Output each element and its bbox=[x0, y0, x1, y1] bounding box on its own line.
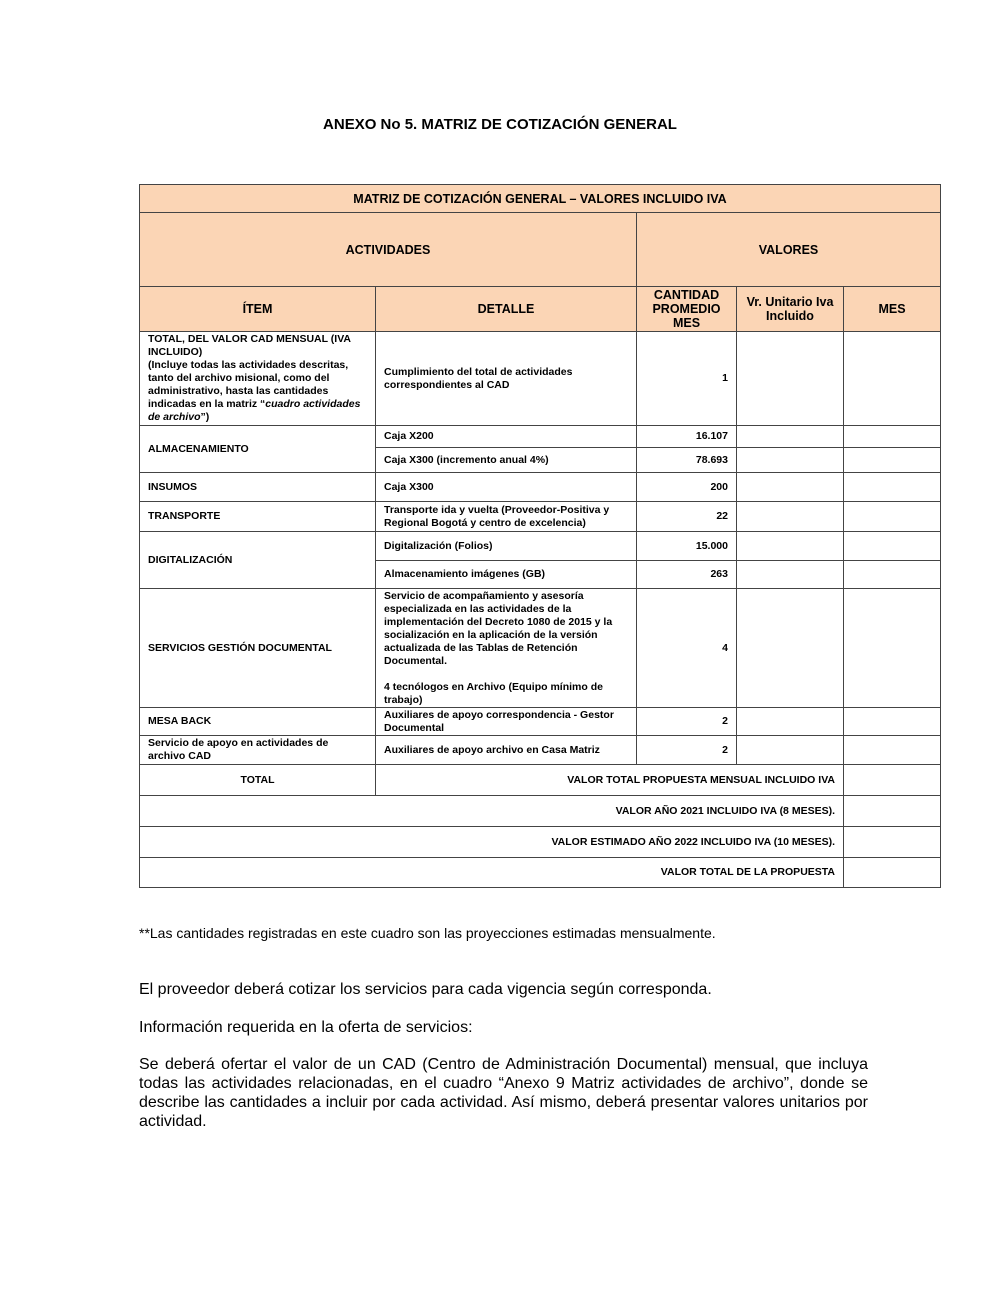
valor-2022-row: VALOR ESTIMADO AÑO 2022 INCLUIDO IVA (10… bbox=[139, 826, 941, 858]
item-cell: Servicio de apoyo en actividades de arch… bbox=[139, 735, 376, 765]
total-mensual-value bbox=[843, 764, 941, 796]
detalle-cell: Auxiliares de apoyo archivo en Casa Matr… bbox=[375, 735, 637, 765]
valor-total-row: VALOR TOTAL DE LA PROPUESTA bbox=[139, 857, 941, 888]
valor-2022-label: VALOR ESTIMADO AÑO 2022 INCLUIDO IVA (10… bbox=[139, 826, 844, 858]
mes-cell bbox=[843, 707, 941, 736]
detalle-cell: Caja X200 bbox=[375, 425, 637, 448]
table-caption: MATRIZ DE COTIZACIÓN GENERAL – VALORES I… bbox=[139, 184, 941, 213]
mes-cell bbox=[843, 501, 941, 532]
vr-unitario-cell bbox=[736, 447, 844, 473]
header-mes: MES bbox=[843, 286, 941, 332]
table-row: Servicio de apoyo en actividades de arch… bbox=[139, 735, 941, 765]
group-valores: VALORES bbox=[636, 212, 941, 287]
table-row: INSUMOS Caja X300 200 bbox=[139, 472, 941, 502]
total-label: TOTAL bbox=[139, 764, 376, 796]
total-row: TOTAL VALOR TOTAL PROPUESTA MENSUAL INCL… bbox=[139, 764, 941, 796]
vr-unitario-cell bbox=[736, 588, 844, 708]
vr-unitario-cell bbox=[736, 735, 844, 765]
vr-unitario-cell bbox=[736, 501, 844, 532]
item-cell: INSUMOS bbox=[139, 472, 376, 502]
cantidad-cell: 200 bbox=[636, 472, 737, 502]
valor-2021-label: VALOR AÑO 2021 INCLUIDO IVA (8 MESES). bbox=[139, 795, 844, 827]
paragraph: Se deberá ofertar el valor de un CAD (Ce… bbox=[139, 1056, 868, 1130]
valor-2021-row: VALOR AÑO 2021 INCLUIDO IVA (8 MESES). bbox=[139, 795, 941, 827]
mes-cell bbox=[843, 331, 941, 426]
detalle-cell: Cumplimiento del total de actividades co… bbox=[375, 331, 637, 426]
footnote: **Las cantidades registradas en este cua… bbox=[139, 925, 716, 941]
mes-cell bbox=[843, 472, 941, 502]
detalle-cell: Almacenamiento imágenes (GB) bbox=[375, 560, 637, 589]
detalle-cell: Servicio de acompañamiento y asesoría es… bbox=[375, 588, 637, 708]
vr-unitario-cell bbox=[736, 531, 844, 561]
mes-cell bbox=[843, 588, 941, 708]
header-item: ÍTEM bbox=[139, 286, 376, 332]
vr-unitario-cell bbox=[736, 331, 844, 426]
cantidad-cell: 263 bbox=[636, 560, 737, 589]
item-cell: SERVICIOS GESTIÓN DOCUMENTAL bbox=[139, 588, 376, 708]
table-row: Almacenamiento imágenes (GB) 263 bbox=[140, 560, 941, 589]
detalle-text: Servicio de acompañamiento y asesoría es… bbox=[384, 589, 613, 667]
detalle-cell: Digitalización (Folios) bbox=[375, 531, 637, 561]
item-cell: MESA BACK bbox=[139, 707, 376, 736]
valor-total-label: VALOR TOTAL DE LA PROPUESTA bbox=[139, 857, 844, 888]
cantidad-cell: 1 bbox=[636, 331, 737, 426]
cantidad-cell: 2 bbox=[636, 735, 737, 765]
item-cell: ALMACENAMIENTO bbox=[139, 425, 376, 473]
detalle-cell: Caja X300 (incremento anual 4%) bbox=[375, 447, 637, 473]
page-title: ANEXO No 5. MATRIZ DE COTIZACIÓN GENERAL bbox=[323, 116, 677, 133]
mes-cell bbox=[843, 447, 941, 473]
vr-unitario-cell bbox=[736, 425, 844, 448]
header-vr-unitario: Vr. Unitario Iva Incluido bbox=[736, 286, 844, 332]
mes-cell bbox=[843, 735, 941, 765]
item-cell: TRANSPORTE bbox=[139, 501, 376, 532]
table-row: ALMACENAMIENTO Caja X200 16.107 bbox=[139, 425, 941, 473]
table-row: SERVICIOS GESTIÓN DOCUMENTAL Servicio de… bbox=[139, 588, 941, 708]
mes-cell bbox=[843, 531, 941, 561]
paragraph: El proveedor deberá cotizar los servicio… bbox=[139, 981, 712, 998]
group-actividades: ACTIVIDADES bbox=[139, 212, 637, 287]
valor-total-value bbox=[843, 857, 941, 888]
detalle-cell: Auxiliares de apoyo correspondencia - Ge… bbox=[375, 707, 637, 736]
table-row: TOTAL, DEL VALOR CAD MENSUAL (IVA INCLUI… bbox=[139, 331, 941, 426]
vr-unitario-cell bbox=[736, 560, 844, 589]
valor-2022-value bbox=[843, 826, 941, 858]
item-italic: cuadro actividades de archivo bbox=[148, 398, 361, 423]
total-mensual-label: VALOR TOTAL PROPUESTA MENSUAL INCLUIDO I… bbox=[375, 764, 844, 796]
cantidad-cell: 2 bbox=[636, 707, 737, 736]
vr-unitario-cell bbox=[736, 472, 844, 502]
mes-cell bbox=[843, 425, 941, 448]
cantidad-cell: 78.693 bbox=[636, 447, 737, 473]
header-cantidad: CANTIDAD PROMEDIO MES bbox=[636, 286, 737, 332]
cantidad-cell: 15.000 bbox=[636, 531, 737, 561]
table-row: MESA BACK Auxiliares de apoyo correspond… bbox=[139, 707, 941, 736]
table-row: DIGITALIZACIÓN Digitalización (Folios) 1… bbox=[139, 531, 941, 589]
detalle-cell: Transporte ida y vuelta (Proveedor-Posit… bbox=[375, 501, 637, 532]
detalle-cell: Caja X300 bbox=[375, 472, 637, 502]
item-cell: TOTAL, DEL VALOR CAD MENSUAL (IVA INCLUI… bbox=[139, 331, 376, 426]
cantidad-cell: 4 bbox=[636, 588, 737, 708]
table-row: TRANSPORTE Transporte ida y vuelta (Prov… bbox=[139, 501, 941, 532]
cantidad-cell: 16.107 bbox=[636, 425, 737, 448]
item-text: (Incluye todas las actividades descritas… bbox=[148, 359, 349, 410]
detalle-text-2: 4 tecnólogos en Archivo (Equipo mínimo d… bbox=[384, 680, 603, 706]
item-end: ”) bbox=[200, 411, 210, 423]
item-cell: DIGITALIZACIÓN bbox=[139, 531, 376, 589]
paragraph: Información requerida en la oferta de se… bbox=[139, 1019, 473, 1036]
item-bold: TOTAL, DEL VALOR CAD MENSUAL (IVA INCLUI… bbox=[148, 333, 351, 358]
quotation-matrix-table: MATRIZ DE COTIZACIÓN GENERAL – VALORES I… bbox=[139, 184, 941, 888]
cantidad-cell: 22 bbox=[636, 501, 737, 532]
mes-cell bbox=[843, 560, 941, 589]
valor-2021-value bbox=[843, 795, 941, 827]
header-detalle: DETALLE bbox=[375, 286, 637, 332]
vr-unitario-cell bbox=[736, 707, 844, 736]
